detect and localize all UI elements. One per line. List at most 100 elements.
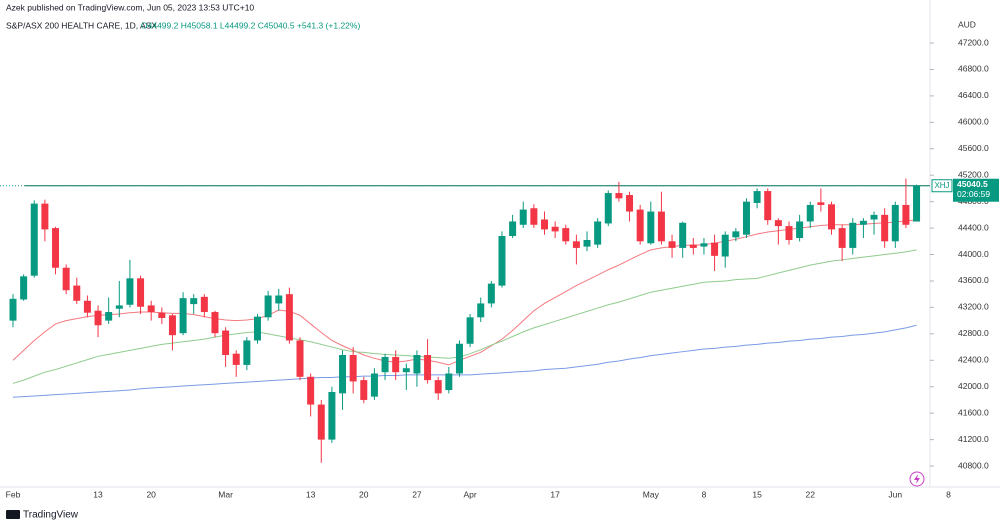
x-tick-label: 20 [146, 489, 156, 499]
candle-body [158, 312, 166, 318]
x-tick-label: 17 [550, 489, 560, 499]
candle-body [700, 243, 708, 247]
candle-body [275, 295, 283, 304]
candle-body [806, 204, 814, 222]
candle-body [339, 354, 347, 394]
x-tick-label: 20 [359, 489, 369, 499]
candle-body [94, 310, 102, 326]
candle-body [445, 373, 453, 391]
candle-body [328, 392, 336, 440]
x-tick-label: Apr [463, 489, 476, 499]
currency-label: AUD [958, 19, 976, 29]
candle-body [796, 221, 804, 238]
x-tick-label: Feb [6, 489, 21, 499]
x-tick-label: 13 [93, 489, 103, 499]
candle-body [828, 204, 836, 230]
candle-body [711, 242, 719, 256]
candle-body [73, 285, 81, 301]
candle-body [317, 404, 325, 440]
candle-body [487, 283, 495, 304]
y-tick-label: 47200.0 [958, 37, 989, 47]
candle-body [243, 340, 251, 365]
x-tick-label: 15 [752, 489, 762, 499]
candle-body [424, 354, 432, 381]
candle-body [657, 211, 665, 242]
candle-body [381, 356, 389, 373]
candle-body [455, 343, 463, 374]
candle-body [732, 231, 740, 238]
candle-body [392, 356, 400, 373]
candle-body [168, 315, 176, 336]
ohlc-legend: O44499.2 H45058.1 L44499.2 C45040.5 +541… [141, 20, 360, 30]
candle-body [264, 295, 272, 318]
y-tick-label: 42400.0 [958, 355, 989, 365]
candle-body [20, 276, 28, 300]
candle-body [200, 296, 208, 313]
candle-body [30, 203, 38, 276]
candle-body [413, 354, 421, 374]
candle-body [838, 228, 846, 248]
y-tick-label: 44000.0 [958, 249, 989, 259]
x-tick-label: Jun [888, 489, 902, 499]
candle-body [519, 209, 527, 225]
footer-logo: TradingView [6, 510, 79, 521]
x-tick-label: 22 [806, 489, 816, 499]
candle-body [190, 298, 198, 305]
candle-body [370, 373, 378, 397]
y-tick-label: 46000.0 [958, 117, 989, 127]
candle-body [572, 241, 580, 248]
candle-body [52, 228, 60, 268]
last-price-label: 45040.5 [957, 179, 988, 189]
candle-body [253, 316, 261, 341]
candle-body [689, 244, 697, 248]
candle-body [870, 214, 878, 220]
x-tick-label: 27 [412, 489, 422, 499]
y-tick-label: 43600.0 [958, 275, 989, 285]
chart-title: S&P/ASX 200 HEALTH CARE, 1D, ASX [6, 20, 157, 30]
candle-body [668, 241, 676, 248]
candle-body [583, 239, 591, 247]
candle-body [541, 219, 548, 230]
candle-body [509, 221, 517, 237]
candle-body [41, 203, 49, 230]
lightning-icon [914, 474, 920, 484]
candle-body [891, 204, 899, 242]
x-tick-label: May [643, 489, 660, 499]
candle-body [753, 191, 761, 203]
y-tick-label: 41600.0 [958, 407, 989, 417]
y-tick-label: 44400.0 [958, 222, 989, 232]
y-tick-label: 46400.0 [958, 90, 989, 100]
candle-body [679, 222, 687, 248]
candle-body [9, 298, 17, 321]
candle-body [881, 214, 889, 242]
candle-body [296, 340, 304, 377]
candle-body [530, 208, 538, 225]
candle-body [636, 209, 644, 242]
y-tick-label: 43200.0 [958, 302, 989, 312]
candle-body [742, 201, 750, 235]
candle-body [774, 220, 782, 227]
candle-body [604, 193, 612, 224]
candle-body [615, 193, 623, 199]
candle-body [594, 221, 602, 245]
y-tick-label: 45600.0 [958, 143, 989, 153]
candle-body [466, 317, 474, 344]
candle-body [115, 305, 123, 309]
candle-body [562, 228, 570, 242]
symbol-label: XHJ [934, 181, 949, 190]
y-tick-label: 46800.0 [958, 64, 989, 74]
candle-body [647, 211, 655, 244]
candle-body [62, 267, 70, 291]
publish-header: Azek published on TradingView.com, Jun 0… [6, 2, 254, 12]
symbol-tag [931, 179, 953, 193]
y-tick-label: 41200.0 [958, 434, 989, 444]
candle-body [147, 305, 155, 313]
candle-body [105, 312, 113, 321]
candle-body [434, 380, 442, 394]
candle-body [222, 330, 230, 355]
candle-body [551, 226, 559, 232]
moving-average [12, 324, 917, 398]
logo-mark [6, 510, 20, 519]
